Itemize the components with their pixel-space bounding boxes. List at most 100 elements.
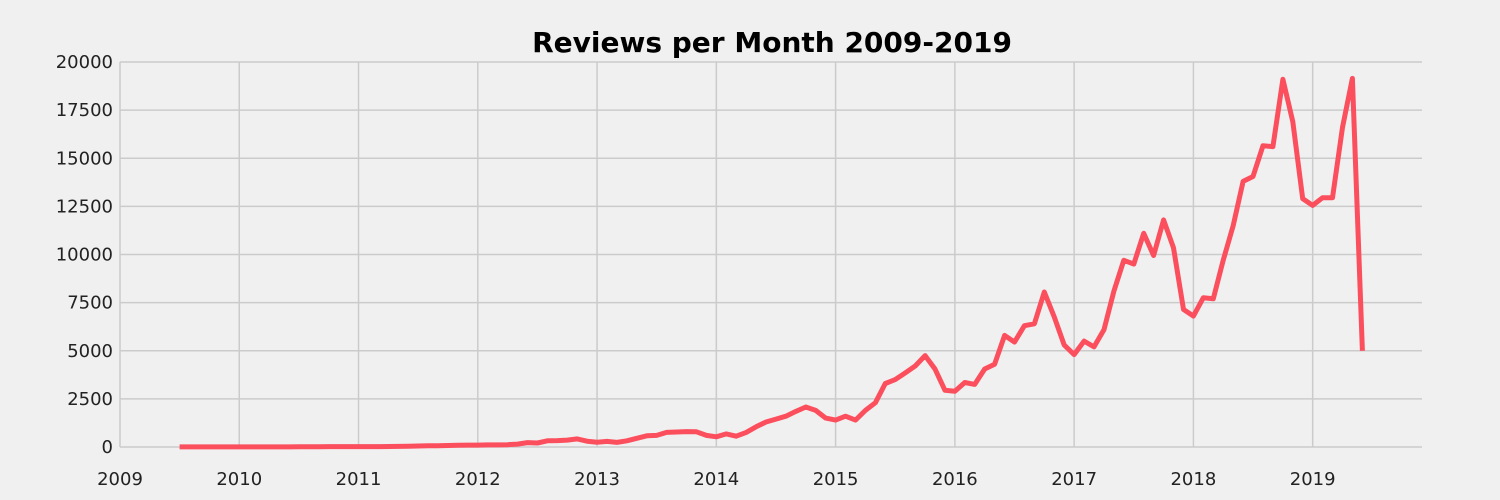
data-point [1052,315,1057,320]
data-point [773,417,778,422]
data-point [913,364,918,369]
data-point [1310,203,1315,208]
data-point [614,440,619,445]
data-point [336,444,341,449]
data-point [873,400,878,405]
x-tick-label: 2018 [1170,469,1216,490]
data-point [436,443,441,448]
data-point [555,438,560,443]
data-point [863,408,868,413]
data-point [764,419,769,424]
data-point [843,414,848,419]
x-tick-label: 2012 [455,469,501,490]
y-tick-label: 10000 [56,245,113,266]
data-point [396,444,401,449]
data-point [972,382,977,387]
data-point [1260,143,1265,148]
data-point [783,414,788,419]
data-point [1092,344,1097,349]
data-point [1360,348,1365,353]
data-point [724,431,729,436]
data-point [992,362,997,367]
data-point [1191,314,1196,319]
data-point [793,409,798,414]
data-point [1280,77,1285,82]
data-point [853,418,858,423]
data-point [1270,144,1275,149]
data-point [406,444,411,449]
data-point [734,434,739,439]
data-point [833,418,838,423]
data-point [525,440,530,445]
data-point [982,367,987,372]
data-point [505,442,510,447]
data-point [316,444,321,449]
data-point [227,444,232,449]
data-point [893,377,898,382]
data-point [664,430,669,435]
data-point [535,440,540,445]
data-point [684,429,689,434]
data-point [1151,253,1156,258]
data-point [1131,262,1136,267]
data-point [187,444,192,449]
y-tick-label: 7500 [67,293,113,314]
data-point [207,444,212,449]
data-point [932,367,937,372]
data-point [1171,245,1176,250]
series-line [179,75,1365,450]
data-point [426,443,431,448]
y-tick-label: 20000 [56,52,113,73]
y-tick-label: 5000 [67,341,113,362]
data-point [197,444,202,449]
data-point [1211,296,1216,301]
data-point [217,444,222,449]
data-point [674,429,679,434]
data-point [1141,231,1146,236]
y-tick-label: 0 [102,437,113,458]
data-point [605,439,610,444]
data-point [1002,333,1007,338]
data-point [813,408,818,413]
data-point [1201,295,1206,300]
data-point [237,444,242,449]
y-tick-label: 15000 [56,148,113,169]
data-point [1300,196,1305,201]
data-point [445,443,450,448]
data-point [634,436,639,441]
data-point [1032,321,1037,326]
data-point [177,444,182,449]
data-point [1231,223,1236,228]
y-tick-label: 17500 [56,100,113,121]
data-point [386,444,391,449]
data-point [267,444,272,449]
data-point [923,353,928,358]
data-point [694,429,699,434]
data-point [1340,125,1345,130]
data-point [545,438,550,443]
data-point [714,434,719,439]
data-point [942,388,947,393]
chart-title: Reviews per Month 2009-2019 [532,26,1012,59]
y-tick-label: 12500 [56,196,113,217]
data-point [1181,307,1186,312]
data-point [744,430,749,435]
grid-lines [119,61,1422,448]
data-point [346,444,351,449]
x-tick-label: 2014 [693,469,739,490]
data-point [1062,342,1067,347]
data-point [465,443,470,448]
data-point [1022,323,1027,328]
data-point [1251,174,1256,179]
series-layer [177,75,1365,450]
data-point [624,438,629,443]
data-point [1320,195,1325,200]
data-point [455,443,460,448]
data-point [644,433,649,438]
data-point [595,440,600,445]
y-axis-ticks: 0 2500 5000 7500 10000 12500 15000 17500 20000 [56,52,113,458]
data-point [883,381,888,386]
x-tick-label: 2016 [932,469,978,490]
data-point [1350,76,1355,81]
